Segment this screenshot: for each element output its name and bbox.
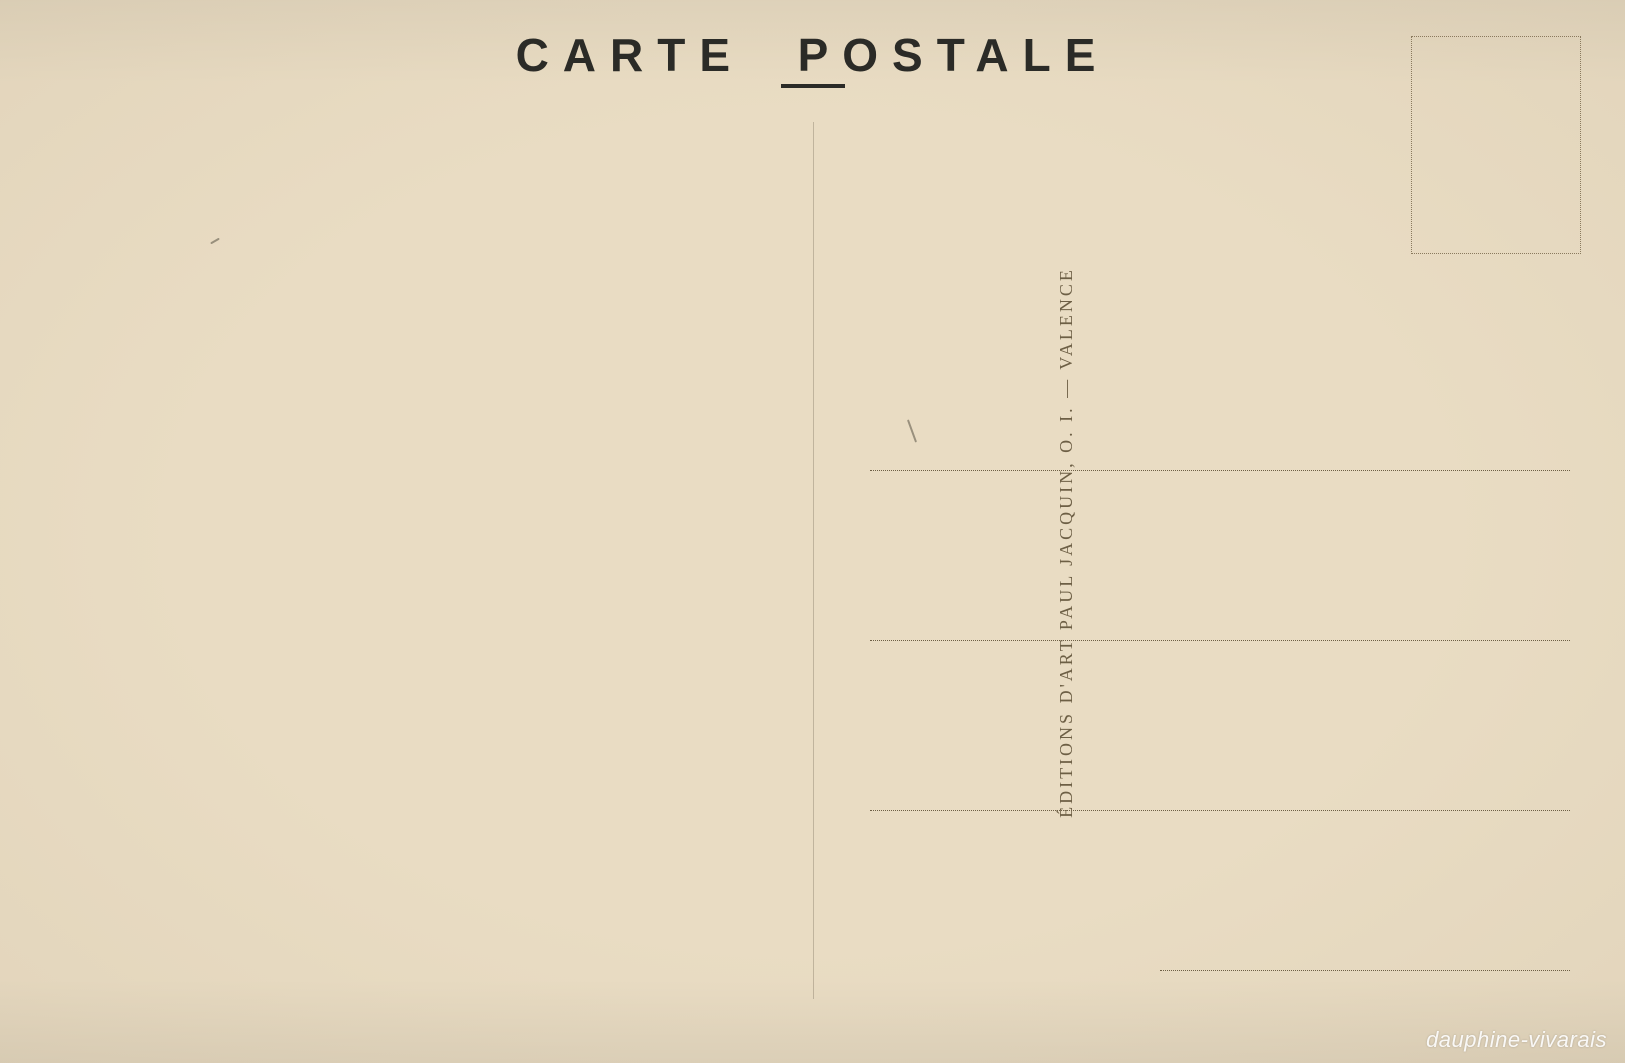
- address-line-1: [870, 470, 1570, 471]
- title-underline: [781, 84, 845, 88]
- watermark-text: dauphine-vivarais: [1426, 1027, 1607, 1053]
- scratch-mark: [907, 419, 917, 442]
- publisher-line: ÉDITIONS D'ART PAUL JACQUIN, O. I. — VAL…: [1055, 267, 1076, 818]
- postcard-title: CARTE POSTALE: [0, 28, 1625, 82]
- scratch-mark: [210, 238, 220, 245]
- center-divider: [813, 122, 814, 999]
- stamp-box: [1411, 36, 1581, 254]
- address-line-4: [1160, 970, 1570, 971]
- address-line-3: [870, 810, 1570, 811]
- address-line-2: [870, 640, 1570, 641]
